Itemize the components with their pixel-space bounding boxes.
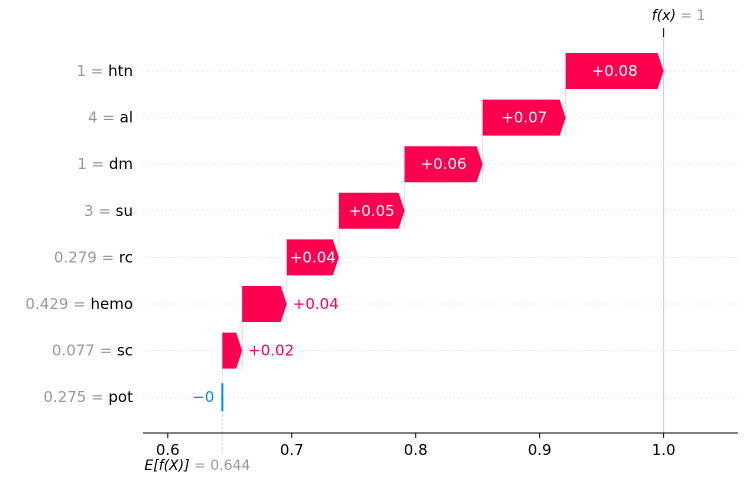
x-tick-label: 0.8 — [404, 441, 428, 459]
feature-name: rc — [119, 248, 133, 266]
feature-value: 0.077 = — [52, 342, 117, 360]
feature-value: 0.275 = — [43, 388, 108, 406]
bar-sc — [222, 332, 243, 369]
feature-value: 0.279 = — [54, 248, 119, 266]
x-tick-label: 0.9 — [528, 441, 552, 459]
feature-value: 0.429 = — [25, 295, 90, 313]
feature-name: sc — [117, 342, 133, 360]
feature-name: al — [120, 109, 133, 127]
bar-dm — [404, 146, 483, 183]
bar-hemo — [242, 286, 287, 322]
feature-label-pot: 0.275 = pot — [43, 388, 133, 406]
bar-label-al: +0.07 — [501, 109, 547, 127]
x-tick-label: 1.0 — [652, 441, 676, 459]
feature-name: htn — [108, 62, 133, 80]
bar-label-hemo: +0.04 — [293, 295, 339, 313]
feature-labels: 1 = htn 4 = al 1 = dm 3 = su 0.279 = rc 0.429… — [25, 62, 133, 406]
output-label-name: f(x) — [652, 8, 676, 24]
feature-value: 3 = — [84, 202, 116, 220]
base-label-name: E[f(X)] — [144, 458, 189, 474]
bar-label-dm: +0.06 — [421, 155, 467, 173]
feature-label-htn: 1 = htn — [76, 62, 133, 80]
output-label-value: = 1 — [676, 8, 706, 24]
bar-label-su: +0.05 — [349, 202, 395, 220]
contribution-bars: +0.08 +0.07 +0.06 +0.05 +0.04 +0.04 +0.02 −0 — [192, 53, 664, 412]
feature-name: pot — [108, 388, 133, 406]
x-tick-label: 0.6 — [156, 441, 180, 459]
feature-label-hemo: 0.429 = hemo — [25, 295, 133, 313]
feature-name: hemo — [90, 295, 133, 313]
feature-label-al: 4 = al — [88, 109, 133, 127]
bar-label-rc: +0.04 — [290, 248, 336, 266]
x-tick-label: 0.7 — [280, 441, 304, 459]
feature-name: su — [116, 202, 133, 220]
feature-value: 1 = — [77, 155, 109, 173]
feature-value: 4 = — [88, 109, 120, 127]
annotations: f(x) = 1 E[f(X)] = 0.644 — [144, 8, 705, 474]
base-label-value: = 0.644 — [190, 458, 251, 474]
feature-label-rc: 0.279 = rc — [54, 248, 133, 266]
bar-label-htn: +0.08 — [592, 62, 638, 80]
bar-htn — [565, 53, 664, 89]
x-axis: 0.6 0.7 0.8 0.9 1.0 — [143, 432, 738, 459]
feature-value: 1 = — [76, 62, 108, 80]
bar-al — [482, 99, 566, 136]
bar-rc — [286, 239, 339, 276]
bar-label-sc: +0.02 — [248, 342, 294, 360]
bar-label-pot: −0 — [192, 388, 214, 406]
base-value-label: E[f(X)] = 0.644 — [144, 458, 250, 474]
feature-name: dm — [109, 155, 133, 173]
feature-label-dm: 1 = dm — [77, 155, 133, 173]
bar-su — [338, 192, 405, 229]
feature-label-su: 3 = su — [84, 202, 133, 220]
output-value-label: f(x) = 1 — [652, 8, 706, 24]
feature-label-sc: 0.077 = sc — [52, 342, 133, 360]
